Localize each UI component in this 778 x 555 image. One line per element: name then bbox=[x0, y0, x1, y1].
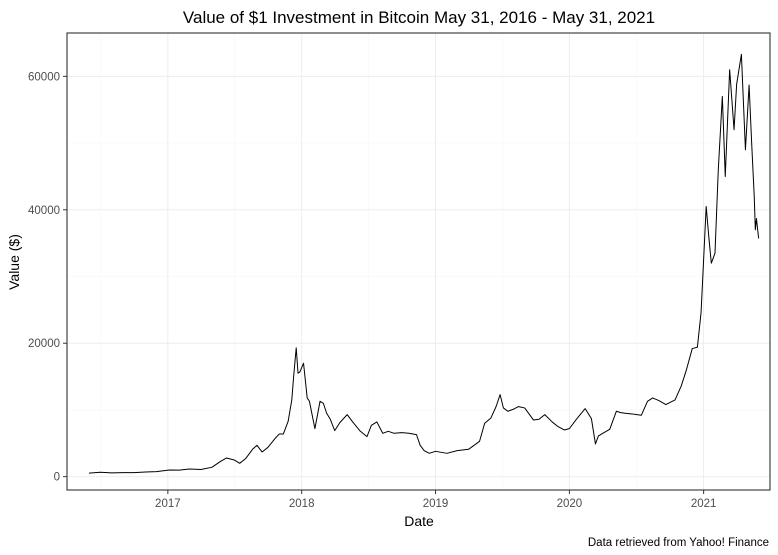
major-gridlines bbox=[67, 33, 770, 490]
y-tick-label: 20000 bbox=[28, 338, 60, 350]
x-tick-label: 2021 bbox=[691, 498, 717, 510]
y-tick-label: 60000 bbox=[28, 71, 60, 83]
x-tick-label: 2019 bbox=[423, 498, 449, 510]
y-axis-title: Value ($) bbox=[6, 234, 22, 290]
x-tick-label: 2018 bbox=[289, 498, 315, 510]
y-tick-label: 40000 bbox=[28, 205, 60, 217]
chart-title: Value of $1 Investment in Bitcoin May 31… bbox=[183, 8, 655, 27]
y-axis-ticks: 0 20000 40000 60000 bbox=[28, 71, 67, 484]
minor-gridlines bbox=[67, 33, 770, 490]
source-caption: Data retrieved from Yahoo! Finance bbox=[588, 537, 769, 549]
plot-panel-border bbox=[66, 32, 771, 491]
x-tick-label: 2017 bbox=[155, 498, 181, 510]
x-axis-ticks: 2017 2018 2019 2020 2021 bbox=[155, 490, 716, 510]
bitcoin-value-line bbox=[88, 53, 760, 474]
x-axis-title: Date bbox=[404, 513, 434, 529]
y-tick-label: 0 bbox=[54, 472, 60, 484]
x-tick-label: 2020 bbox=[557, 498, 583, 510]
